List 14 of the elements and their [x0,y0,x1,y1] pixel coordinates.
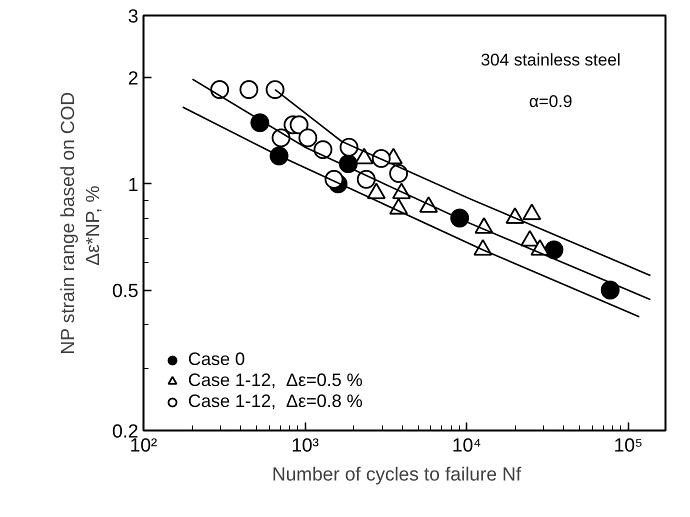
y-axis-title: NP strain range based on COD Δε*NP, % [58,92,104,354]
y-tick-label: 2 [128,68,139,90]
annotation: 304 stainless steel [480,50,621,70]
y-tick-label: 0.5 [112,281,139,302]
legend-label: Case 0 [188,349,246,370]
legend-label: Case 1-12, Δε=0.5 % [188,370,363,391]
y-tick-label: 1 [128,174,139,196]
x-axis-title: Number of cycles to failure Nf [272,464,522,486]
y-tick-label: 3 [128,6,139,28]
legend-label: Case 1-12, Δε=0.8 % [188,391,363,412]
x-tick-label: 10⁵ [614,436,643,456]
x-tick-label: 10³ [291,436,319,456]
annotation: α=0.9 [528,92,572,111]
x-tick-label: 10⁴ [452,436,482,456]
